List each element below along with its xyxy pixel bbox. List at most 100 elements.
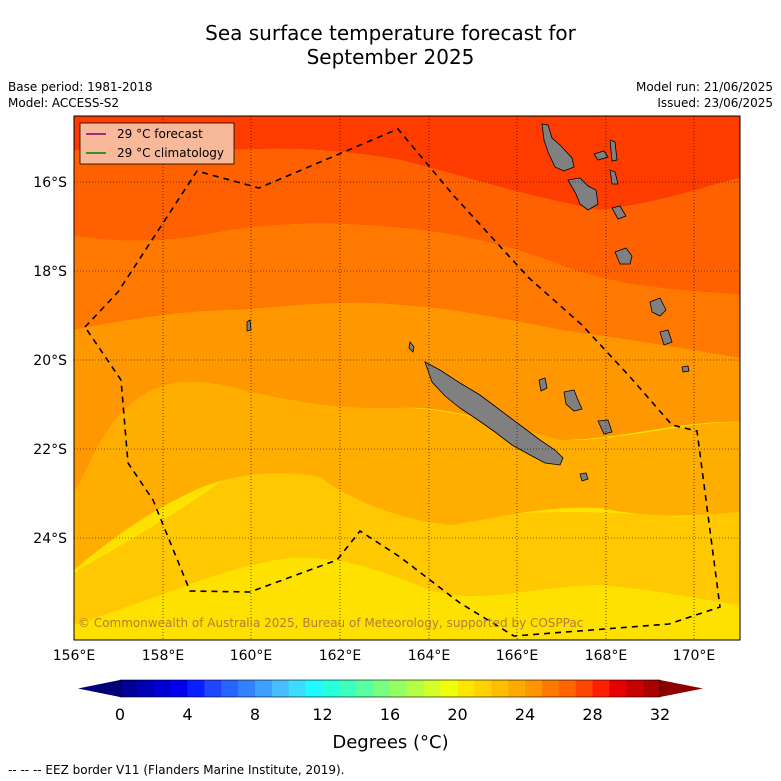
new-caledonia-grande-terre [424, 361, 564, 466]
colorbar-swatch [423, 680, 441, 697]
lat-label: 18°S [33, 264, 67, 280]
ouvea-island [538, 377, 548, 392]
maewo-island [593, 150, 609, 161]
colorbar-swatch [525, 680, 543, 697]
colorbar-swatch [457, 680, 475, 697]
colorbar-tick: 0 [115, 705, 125, 724]
colorbar-frame [119, 679, 661, 698]
band-24 [74, 472, 740, 625]
pentecost-island [609, 139, 618, 162]
anatom-island [681, 365, 690, 373]
band-21 [74, 223, 740, 358]
colorbar-swatch [541, 680, 560, 697]
map-frame [73, 115, 741, 641]
legend-box: 29 °C forecast 29 °C climatology [79, 122, 235, 165]
efate-island [614, 247, 633, 265]
band-20 [74, 148, 740, 295]
legend-climatology-label: 29 °C climatology [117, 146, 224, 160]
colorbar-tick: 8 [250, 705, 260, 724]
ambrym-island [609, 169, 619, 185]
colorbar-swatch [288, 680, 306, 697]
model-run: Model run: 21/06/2025 [635, 80, 773, 94]
colorbar-tick: 12 [312, 705, 332, 724]
lat-label: 24°S [33, 531, 67, 547]
copyright-notice: © Commonwealth of Australia 2025, Bureau… [78, 616, 583, 630]
colorbar-tick: 4 [182, 705, 192, 724]
lifou-island [563, 389, 583, 412]
colorbar-swatch [406, 680, 425, 697]
colorbar-swatch [136, 680, 155, 697]
colorbar-swatch [204, 680, 222, 697]
map-title-line1: Sea surface temperature forecast for [205, 21, 576, 45]
base-period: Base period: 1981-2018 [8, 80, 153, 94]
espiritu-santo [541, 123, 575, 172]
colorbar-swatch [575, 680, 593, 697]
lon-label: 160°E [230, 648, 273, 664]
colorbar-under-arrow [78, 680, 120, 697]
colorbar-swatch [609, 680, 627, 697]
eez-footnote: -- -- -- EEZ border V11 (Flanders Marine… [8, 763, 345, 777]
colorbar-swatch [491, 680, 509, 697]
band-22 [74, 302, 740, 492]
longitude-labels: 156°E 158°E 160°E 162°E 164°E 166°E 168°… [53, 648, 716, 664]
graticule [74, 116, 740, 640]
colorbar-swatch [558, 680, 576, 697]
colorbar-swatch [592, 680, 610, 697]
colorbar-swatch [120, 680, 138, 697]
band-25 [74, 566, 740, 640]
colorbar-swatch [271, 680, 290, 697]
colorbar-swatch [221, 680, 239, 697]
colorbar-swatch [305, 680, 323, 697]
lat-label: 20°S [33, 353, 67, 369]
lon-label: 168°E [585, 648, 628, 664]
colorbar-swatch [373, 680, 391, 697]
legend-forecast-label: 29 °C forecast [117, 127, 203, 141]
colorbar [78, 679, 703, 698]
colorbar-tick: 16 [380, 705, 400, 724]
lat-label: 22°S [33, 442, 67, 458]
lon-label: 170°E [673, 648, 716, 664]
colorbar-swatches [120, 680, 661, 697]
sst-contour-field [74, 116, 740, 640]
colorbar-swatch [508, 680, 526, 697]
colorbar-label: Degrees (°C) [332, 732, 449, 753]
colorbar-swatch [474, 680, 492, 697]
colorbar-ticks: 0 4 8 12 16 20 24 28 32 [115, 705, 670, 724]
colorbar-swatch [153, 680, 171, 697]
landmasses [246, 123, 690, 482]
lon-label: 166°E [496, 648, 539, 664]
colorbar-swatch [626, 680, 644, 697]
colorbar-swatch [440, 680, 458, 697]
colorbar-swatch [390, 680, 408, 697]
lon-label: 164°E [408, 648, 451, 664]
epi-island [611, 205, 627, 220]
colorbar-tick: 32 [650, 705, 670, 724]
colorbar-swatch [187, 680, 205, 697]
erromango-island [649, 297, 667, 317]
colorbar-swatch [356, 680, 374, 697]
belep-islands [408, 341, 415, 353]
lon-label: 162°E [319, 648, 362, 664]
model-name: Model: ACCESS-S2 [8, 96, 120, 110]
chesterfield-islands [246, 319, 252, 332]
latitude-labels: 16°S 18°S 20°S 22°S 24°S [33, 175, 67, 547]
lon-label: 156°E [53, 648, 96, 664]
map-title-line2: September 2025 [306, 45, 475, 69]
colorbar-swatch [643, 680, 661, 697]
colorbar-tick: 28 [582, 705, 602, 724]
issued-date: Issued: 23/06/2025 [657, 96, 773, 110]
lon-label: 158°E [142, 648, 185, 664]
colorbar-tick: 24 [515, 705, 535, 724]
tanna-island [659, 329, 673, 346]
colorbar-swatch [255, 680, 273, 697]
colorbar-swatch [238, 680, 256, 697]
colorbar-swatch [339, 680, 357, 697]
lat-label: 16°S [33, 175, 67, 191]
mare-island [597, 419, 613, 435]
colorbar-swatch [322, 680, 340, 697]
colorbar-swatch [170, 680, 188, 697]
band-23 [74, 382, 740, 570]
malakula-island [567, 177, 599, 211]
isle-of-pines [579, 472, 589, 482]
